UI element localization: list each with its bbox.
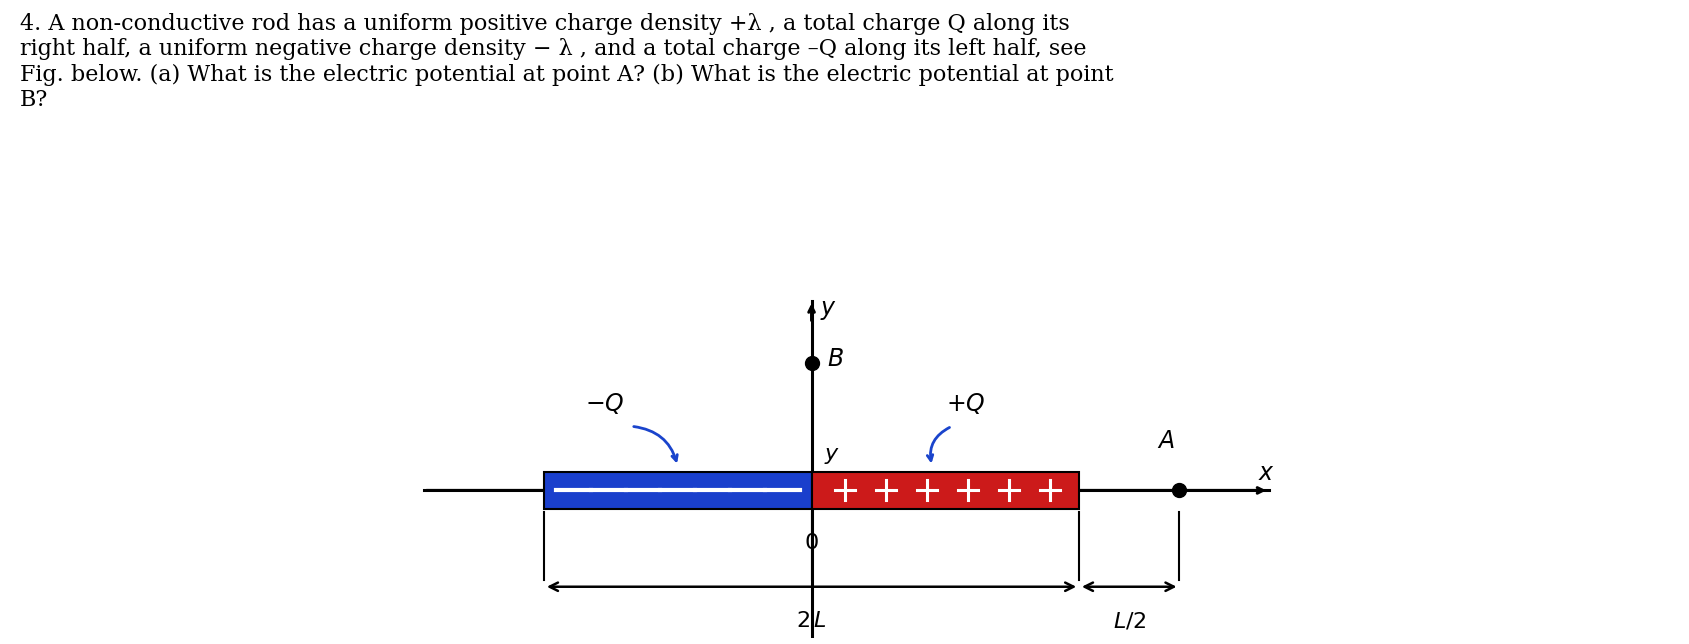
Text: y: y [821,296,834,321]
Text: A: A [1157,429,1174,453]
Text: y: y [824,444,838,464]
Text: $L/2$: $L/2$ [1111,611,1145,632]
Text: $-Q$: $-Q$ [584,391,623,416]
Text: $+Q$: $+Q$ [946,391,985,416]
Text: $2\,L$: $2\,L$ [796,611,826,631]
Text: 0: 0 [804,533,817,553]
Bar [811,471,1079,509]
Text: x: x [1258,461,1272,485]
Text: 4. A non-conductive rod has a uniform positive charge density +λ , a total charg: 4. A non-conductive rod has a uniform po… [20,13,1113,111]
Text: B: B [828,347,843,372]
Bar [544,471,811,509]
